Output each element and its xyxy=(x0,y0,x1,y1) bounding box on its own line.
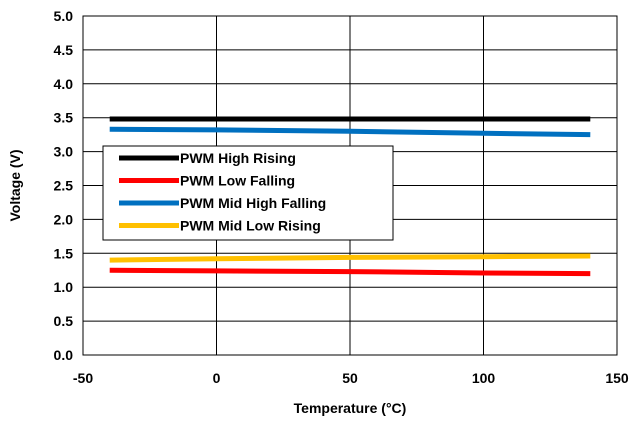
y-tick-label: 0.0 xyxy=(54,347,74,363)
y-tick-label: 4.0 xyxy=(54,76,74,92)
y-tick-label: 1.0 xyxy=(54,279,74,295)
x-axis-title: Temperature (°C) xyxy=(294,400,407,416)
y-tick-label: 0.5 xyxy=(54,313,74,329)
y-tick-label: 3.5 xyxy=(54,110,74,126)
y-tick-label: 1.5 xyxy=(54,245,74,261)
series-lines xyxy=(109,116,591,277)
x-tick-label: 150 xyxy=(605,370,629,386)
x-tick-label: 100 xyxy=(472,370,496,386)
series-line-pwm-low-falling xyxy=(109,267,591,277)
series-line-pwm-mid-high-falling xyxy=(109,126,591,138)
x-tick-label: -50 xyxy=(73,370,93,386)
y-tick-label: 2.0 xyxy=(54,211,74,227)
legend: PWM High Rising PWM Low Falling PWM Mid Hi… xyxy=(102,145,394,241)
legend-label-pwm-low-falling: PWM Low Falling xyxy=(180,173,295,189)
legend-label-pwm-high-rising: PWM High Rising xyxy=(180,150,296,166)
x-axis-ticks: -50 0 50 100 150 xyxy=(73,370,629,386)
x-tick-label: 50 xyxy=(342,370,358,386)
y-tick-label: 2.5 xyxy=(54,178,74,194)
series-line-pwm-mid-low-rising xyxy=(109,253,591,263)
y-tick-label: 5.0 xyxy=(54,8,74,24)
y-axis-ticks: 0.0 0.5 1.0 1.5 2.0 2.5 3.0 3.5 4.0 4.5 5.0 xyxy=(54,8,74,363)
x-tick-label: 0 xyxy=(213,370,221,386)
y-axis-title: Voltage (V) xyxy=(7,149,23,221)
y-tick-label: 4.5 xyxy=(54,42,74,58)
legend-label-pwm-mid-high-falling: PWM Mid High Falling xyxy=(180,195,326,211)
legend-label-pwm-mid-low-rising: PWM Mid Low Rising xyxy=(180,218,321,234)
y-tick-label: 3.0 xyxy=(54,144,74,160)
